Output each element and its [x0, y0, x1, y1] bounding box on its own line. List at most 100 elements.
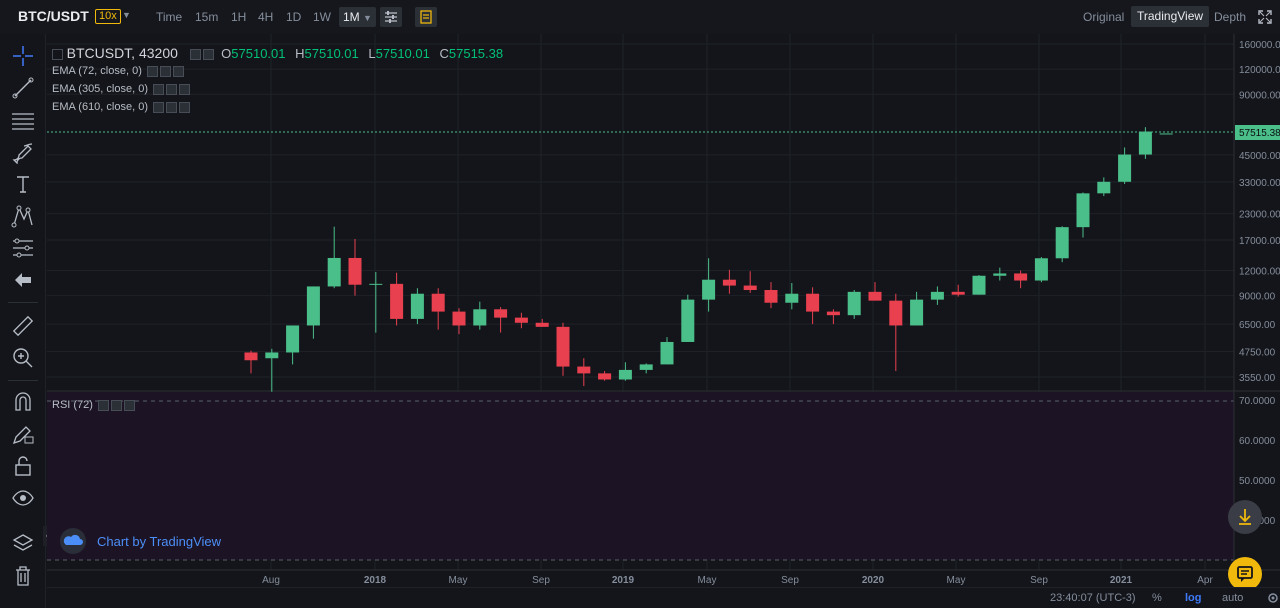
- percent-scale-toggle[interactable]: %: [1152, 592, 1162, 604]
- indicator-rsi[interactable]: RSI (72): [52, 399, 136, 411]
- trendline-icon: [12, 77, 34, 99]
- tab-tradingview[interactable]: TradingView: [1131, 6, 1210, 27]
- indicator-label: EMA (305, close, 0): [52, 83, 148, 95]
- open-label: O: [221, 46, 232, 61]
- indicator-ema-610[interactable]: EMA (610, close, 0): [52, 101, 191, 113]
- close-icon[interactable]: [179, 83, 191, 95]
- price-chart[interactable]: 160000.00 120000.00 90000.00 45000.00 33000.…: [47, 34, 1280, 608]
- candle-body: [1034, 258, 1048, 281]
- settings-icon[interactable]: [98, 399, 110, 411]
- settings-icon[interactable]: [146, 65, 158, 77]
- settings-icon[interactable]: [153, 101, 165, 113]
- timeframe-1w[interactable]: 1W: [313, 10, 331, 24]
- zoom-tool[interactable]: [11, 346, 35, 370]
- brush-tool[interactable]: [11, 140, 35, 165]
- indicator-label: RSI (72): [52, 399, 93, 411]
- candles-group: [244, 127, 1173, 392]
- close-icon[interactable]: [179, 101, 191, 113]
- timeframe-15m[interactable]: 15m: [195, 10, 219, 24]
- fib-tool[interactable]: [11, 236, 35, 260]
- indicator-label: EMA (72, close, 0): [52, 65, 142, 77]
- price-tick-label: 160000.00: [1239, 40, 1280, 51]
- timeframe-1d[interactable]: 1D: [286, 10, 302, 24]
- chart-bottom-bar: 23:40:07 (UTC-3) % log auto: [47, 587, 1280, 608]
- candle-body: [764, 290, 778, 303]
- indicator-settings-button[interactable]: [380, 7, 402, 27]
- horizontal-lines-tool[interactable]: [11, 108, 35, 132]
- collapse-legend-icon[interactable]: [52, 49, 63, 61]
- visibility-icon[interactable]: [202, 49, 214, 61]
- indicator-ema-305[interactable]: EMA (305, close, 0): [52, 83, 191, 95]
- text-tool[interactable]: [11, 172, 35, 196]
- magnet-tool[interactable]: [11, 390, 35, 414]
- gear-icon[interactable]: [111, 399, 123, 411]
- tab-depth[interactable]: Depth: [1214, 10, 1247, 24]
- trendline-tool[interactable]: [11, 76, 35, 100]
- gear-icon[interactable]: [1266, 591, 1280, 605]
- visibility-tool[interactable]: [11, 486, 35, 510]
- candle-body: [410, 293, 424, 319]
- crosshair-tool[interactable]: [11, 44, 35, 68]
- log-scale-toggle[interactable]: log: [1185, 592, 1202, 604]
- candle-body: [390, 283, 404, 319]
- time-tick-label: 2020: [862, 575, 885, 586]
- toolbar-divider: [8, 380, 38, 381]
- close-icon[interactable]: [172, 65, 184, 77]
- chat-button[interactable]: [1228, 557, 1262, 591]
- lock-tool[interactable]: [11, 454, 35, 478]
- tradingview-cloud-icon: [60, 528, 86, 554]
- top-bar: BTC/USDT 10x ▼ Time 15m 1H 4H 1D 1W 1M ▼…: [0, 0, 1280, 34]
- layers-tool[interactable]: [11, 532, 35, 556]
- candle-body: [847, 291, 861, 316]
- candle-body: [618, 369, 632, 380]
- settings-icon[interactable]: [189, 49, 201, 61]
- scroll-to-latest-button[interactable]: [1228, 500, 1262, 534]
- back-tool[interactable]: [11, 268, 35, 292]
- leverage-badge[interactable]: 10x: [95, 9, 121, 24]
- open-value: 57510.01: [231, 46, 286, 61]
- candle-body: [639, 364, 653, 370]
- pencil-lock-icon: [12, 426, 34, 445]
- indicator-ema-72[interactable]: EMA (72, close, 0): [52, 65, 184, 77]
- timeframe-1m[interactable]: 1M ▼: [339, 7, 376, 27]
- timeframe-1h[interactable]: 1H: [231, 10, 247, 24]
- delete-tool[interactable]: [11, 564, 35, 588]
- timeframe-4h[interactable]: 4H: [258, 10, 274, 24]
- clock-readout[interactable]: 23:40:07 (UTC-3): [1050, 592, 1136, 604]
- auto-scale-toggle[interactable]: auto: [1222, 592, 1244, 604]
- price-tick-label: 45000.00: [1239, 151, 1280, 162]
- close-value: 57515.38: [448, 46, 504, 61]
- price-tick-label: 3550.00: [1239, 373, 1276, 384]
- close-icon[interactable]: [124, 399, 136, 411]
- settings-icon[interactable]: [153, 83, 165, 95]
- candle-body: [722, 279, 736, 286]
- fullscreen-icon[interactable]: [1258, 10, 1272, 24]
- timeframe-time[interactable]: Time: [156, 10, 183, 24]
- last-price-label: 57515.38: [1239, 128, 1280, 139]
- lock-drawing-tool[interactable]: [11, 422, 35, 446]
- time-tick-label: 2021: [1110, 575, 1133, 586]
- candle-body: [598, 373, 612, 380]
- time-tick-label: May: [449, 575, 468, 586]
- ruler-tool[interactable]: [11, 314, 35, 338]
- gear-icon[interactable]: [159, 65, 171, 77]
- candle-body: [910, 299, 924, 326]
- chart-style-button[interactable]: [415, 7, 437, 27]
- last-price-tag: [1235, 125, 1280, 140]
- candle-body: [1014, 273, 1028, 281]
- time-tick-label: 2018: [364, 575, 387, 586]
- tab-original[interactable]: Original: [1083, 10, 1125, 24]
- chevron-down-icon[interactable]: ▼: [122, 10, 131, 20]
- time-tick-label: May: [698, 575, 717, 586]
- candle-body: [327, 257, 341, 287]
- candle-body: [369, 283, 383, 285]
- candle-body: [286, 325, 300, 353]
- time-axis: Aug 2018 May Sep 2019 May Sep 2020 May Sep 2021 Apr: [262, 575, 1213, 586]
- gear-icon[interactable]: [166, 101, 178, 113]
- pattern-tool[interactable]: [11, 204, 35, 228]
- tradingview-branding[interactable]: Chart by TradingView: [60, 528, 221, 554]
- candle-body: [743, 285, 757, 291]
- gear-icon[interactable]: [166, 83, 178, 95]
- candle-body: [930, 291, 944, 300]
- pair-title[interactable]: BTC/USDT: [18, 8, 89, 24]
